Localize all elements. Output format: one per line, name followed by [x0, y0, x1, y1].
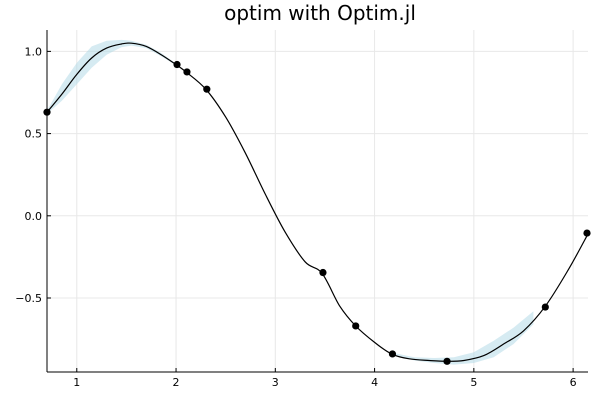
confidence-ribbon-group: [47, 39, 534, 365]
data-point-4: [319, 268, 327, 277]
fit-line: [46, 42, 589, 362]
x-tick-label-0: 1: [73, 376, 80, 389]
data-point-3: [203, 85, 211, 93]
chart-title: optim with Optim.jl: [224, 1, 416, 25]
x-tick-label-1: 2: [173, 376, 180, 389]
y-tick-label-2: 0.5: [25, 128, 43, 141]
fit-line-group: [46, 42, 589, 362]
x-tick-label-3: 4: [371, 376, 378, 389]
data-point-1: [173, 60, 181, 69]
grid: [47, 30, 588, 372]
data-point-2: [183, 68, 191, 76]
tick-labels: 1 2 3 4 5 6 −0.5 0.0 0.5 1.0: [15, 45, 576, 389]
y-tick-label-3: 1.0: [25, 45, 43, 58]
axes: [46, 30, 588, 373]
confidence-ribbon-left: [47, 39, 176, 114]
data-point-8: [541, 303, 549, 311]
x-tick-label-4: 5: [470, 376, 477, 389]
observation-points-group: [43, 60, 591, 365]
x-tick-label-5: 6: [570, 376, 577, 389]
x-tick-label-2: 3: [272, 376, 279, 389]
data-point-7: [443, 357, 451, 365]
data-point-5: [352, 322, 360, 330]
data-point-6: [388, 350, 397, 358]
y-tick-label-1: 0.0: [25, 210, 43, 223]
data-point-9: [583, 229, 591, 237]
confidence-ribbon-right: [394, 311, 534, 365]
y-tick-label-0: −0.5: [15, 292, 42, 305]
